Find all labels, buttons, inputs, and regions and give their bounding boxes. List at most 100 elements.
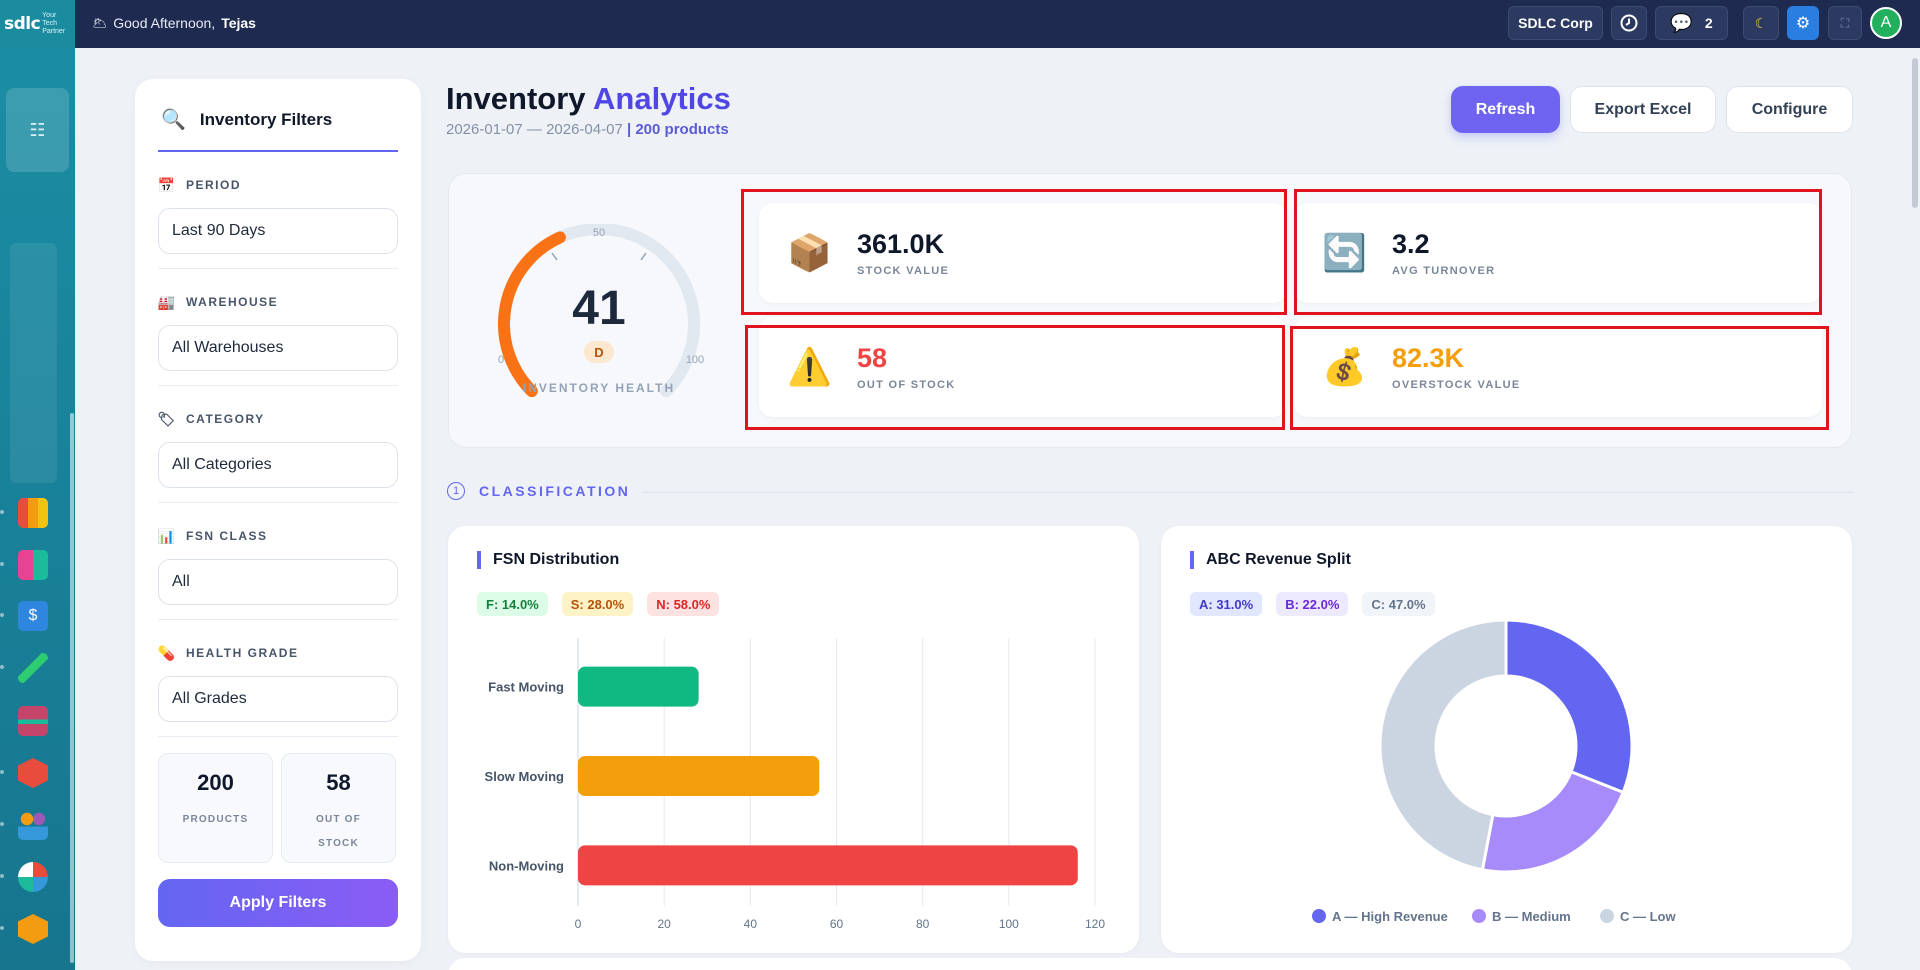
apply-filters-button[interactable]: Apply Filters <box>158 879 398 927</box>
bar[interactable] <box>578 845 1078 886</box>
fsn-bar-chart: 0 20 40 60 80 100 120 Fast Moving Slow Moving Non… <box>485 638 1105 931</box>
reports-icon[interactable] <box>18 498 48 528</box>
legend-label: B — Medium <box>1492 909 1571 924</box>
page-subtitle: 2026-01-07 — 2026-04-07 | 200 products <box>446 121 729 138</box>
calendar-icon: 📅 <box>157 176 177 193</box>
next-section-card <box>448 958 1852 970</box>
highlight-box <box>1294 189 1822 315</box>
fsn-select[interactable]: All <box>158 559 398 605</box>
inventory-health-card: 0 50 100 41 D INVENTORY HEALTH 📦 361.0K … <box>448 173 1852 448</box>
menu-toggle[interactable]: ☷ <box>6 88 69 172</box>
warehouse-filter: 🏭 WAREHOUSE All Warehouses <box>158 269 398 386</box>
settings-button[interactable]: ⚙ <box>1787 6 1819 40</box>
period-label: PERIOD <box>186 178 242 192</box>
greeting: 🌥 Good Afternoon, Tejas <box>92 15 256 31</box>
rail-panel <box>10 243 57 483</box>
period-label-row: 📅 PERIOD <box>158 176 398 194</box>
out-of-stock-kpi: ⚠️ 58 OUT OF STOCK <box>759 317 1287 417</box>
x-tick-label: 20 <box>657 917 671 931</box>
period-select[interactable]: Last 90 Days <box>158 208 398 254</box>
warehouse-select[interactable]: All Warehouses <box>158 325 398 371</box>
fsn-card-title: FSN Distribution <box>477 551 619 569</box>
donut-slice[interactable] <box>1504 618 1634 795</box>
billing-icon[interactable]: $ <box>18 601 48 631</box>
export-excel-button[interactable]: Export Excel <box>1570 86 1716 133</box>
out-of-stock-count: 58 <box>326 770 351 795</box>
products-icon[interactable] <box>18 758 48 788</box>
moon-icon: ☾ <box>1754 14 1768 31</box>
dashboard-icon[interactable] <box>18 550 48 580</box>
abc-pill-a: A: 31.0% <box>1190 592 1263 616</box>
title-accent: Analytics <box>593 81 731 116</box>
category-label: Non-Moving <box>489 858 564 873</box>
section-title: CLASSIFICATION <box>479 483 631 499</box>
configure-button[interactable]: Configure <box>1726 86 1853 133</box>
left-rail: ☷ $ <box>0 48 75 970</box>
category-filter: 🏷 CATEGORY All Categories <box>157 386 398 503</box>
refresh-button[interactable]: Refresh <box>1451 86 1560 133</box>
health-grade-select[interactable]: All Grades <box>158 676 398 722</box>
brand-name: sdlc <box>4 14 41 34</box>
category-label: CATEGORY <box>186 412 265 426</box>
gauge-mid-label: 50 <box>593 227 605 239</box>
category-label: Fast Moving <box>488 680 564 695</box>
brand-logo[interactable]: sdlc Your Tech Partner <box>0 0 75 48</box>
theme-toggle[interactable]: ☾ <box>1743 6 1779 40</box>
page-scrollbar[interactable] <box>1912 58 1918 208</box>
rail-dot <box>0 613 4 617</box>
filter-panel: 🔍 Inventory Filters 📅 PERIOD Last 90 Days… <box>135 79 421 961</box>
x-tick-label: 100 <box>999 917 1019 931</box>
rail-dot <box>0 665 4 669</box>
tasks-icon[interactable] <box>18 653 48 683</box>
rail-dot <box>0 562 4 566</box>
hub-icon[interactable] <box>18 914 48 944</box>
filter-stats: 200 PRODUCTS 58 OUT OF STOCK <box>158 753 398 863</box>
donut-slice[interactable] <box>1378 618 1508 872</box>
legend-swatch <box>1600 909 1614 923</box>
org-switcher[interactable]: SDLC Corp <box>1508 6 1603 40</box>
x-tick-label: 0 <box>575 917 582 931</box>
greeting-text: Good Afternoon, <box>113 15 216 31</box>
money-bag-icon: 💰 <box>1322 346 1367 387</box>
section-divider <box>642 492 1854 493</box>
health-score: 41 <box>572 282 625 335</box>
clock-button[interactable] <box>1611 6 1647 40</box>
donut-slice[interactable] <box>1480 769 1626 874</box>
x-tick-label: 40 <box>744 917 758 931</box>
pill-icon: 💊 <box>157 644 177 661</box>
out-of-stock-label: OUT OF STOCK <box>316 814 361 849</box>
stock-value-label: STOCK VALUE <box>857 265 950 277</box>
category-select[interactable]: All Categories <box>158 442 398 488</box>
bar[interactable] <box>578 756 820 796</box>
grade-badge-bg <box>584 341 614 363</box>
filter-header: 🔍 Inventory Filters <box>158 79 398 152</box>
gauge-svg: 0 50 100 41 D INVENTORY HEALTH <box>498 223 704 398</box>
rail-dot <box>0 926 4 930</box>
category-label-row: 🏷 CATEGORY <box>157 410 398 428</box>
warehouse-label: WAREHOUSE <box>186 295 279 309</box>
gauge-tick <box>551 252 558 261</box>
team-icon[interactable] <box>18 810 48 840</box>
analytics-icon[interactable] <box>18 862 48 892</box>
search-icon: 🔍 <box>161 109 186 131</box>
page-title: Inventory Analytics <box>446 81 731 117</box>
abc-card-title: ABC Revenue Split <box>1190 551 1351 569</box>
highlight-box <box>1290 326 1829 430</box>
avatar[interactable]: A <box>1870 7 1902 39</box>
cards-icon[interactable] <box>18 706 48 736</box>
rail-scrollbar[interactable] <box>70 413 74 963</box>
fullscreen-button[interactable]: ⛶ <box>1828 6 1862 40</box>
abc-donut-chart: A — High Revenue B — Medium C — Low <box>1312 618 1676 924</box>
gauge-max-label: 100 <box>686 354 704 366</box>
health-grade-filter: 💊 HEALTH GRADE All Grades <box>158 620 398 737</box>
products-stat: 200 PRODUCTS <box>158 753 273 863</box>
rail-dot <box>0 874 4 878</box>
x-tick-label: 120 <box>1085 917 1105 931</box>
messages-button[interactable]: 💬 2 <box>1655 6 1728 40</box>
health-label: INVENTORY HEALTH <box>523 381 675 395</box>
out-of-stock-stat: 58 OUT OF STOCK <box>281 753 396 863</box>
health-gauge: 0 50 100 41 D INVENTORY HEALTH <box>489 223 709 404</box>
classification-section-header: 1 CLASSIFICATION <box>447 482 630 500</box>
period-filter: 📅 PERIOD Last 90 Days <box>158 152 398 269</box>
bar[interactable] <box>578 666 699 707</box>
